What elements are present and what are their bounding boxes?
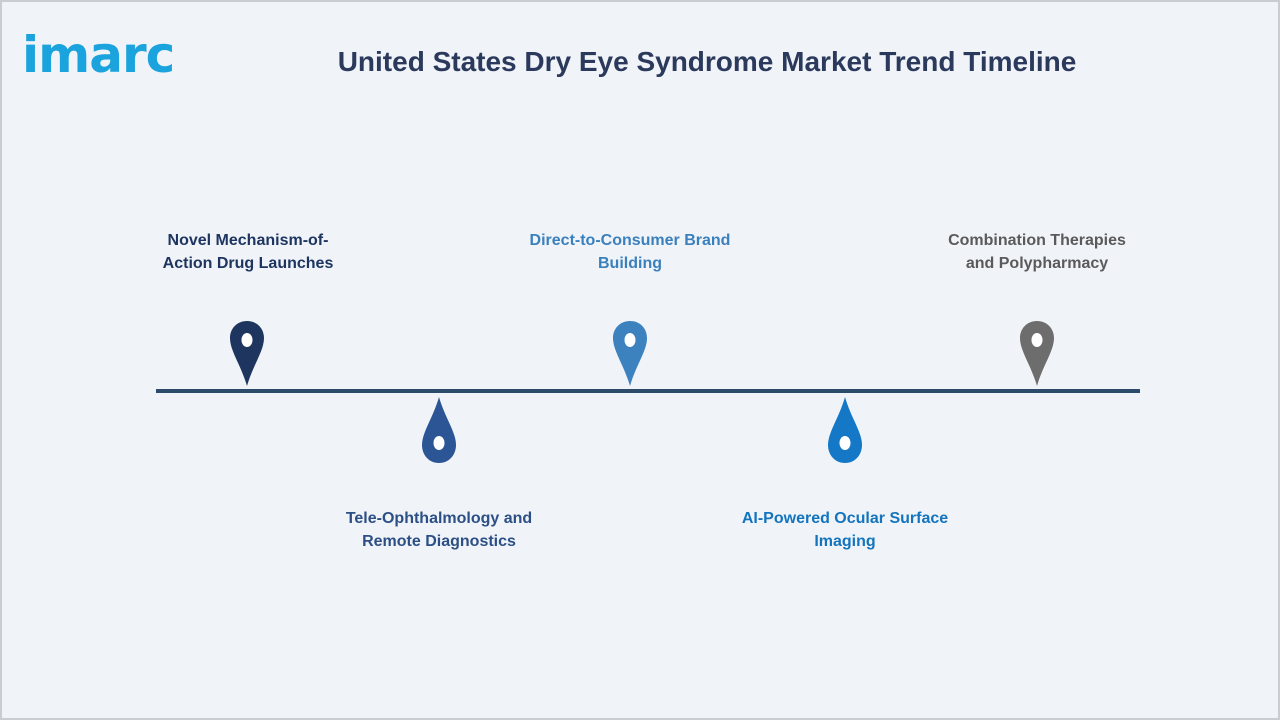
event-1-line-2: Action Drug Launches <box>162 255 334 272</box>
event-3-line-2: Building <box>598 255 662 272</box>
timeline-marker-5 <box>1019 320 1055 388</box>
event-1-line-1: Novel Mechanism-of- <box>167 232 329 249</box>
timeline-event-label-2: Tele-Ophthalmology and Remote Diagnostic… <box>324 507 554 553</box>
timeline-event-label-1: Novel Mechanism-of- Action Drug Launches <box>133 229 363 275</box>
event-2-line-2: Remote Diagnostics <box>362 533 516 550</box>
timeline-event-label-3: Direct-to-Consumer Brand Building <box>515 229 745 275</box>
timeline-marker-2 <box>421 396 457 464</box>
droplet-icon <box>828 397 862 463</box>
event-5-line-2: and Polypharmacy <box>965 255 1109 272</box>
timeline-marker-1 <box>229 320 265 388</box>
timeline-event-label-4: AI-Powered Ocular Surface Imaging <box>730 507 960 553</box>
timeline-event-label-5: Combination Therapies and Polypharmacy <box>922 229 1152 275</box>
event-3-line-1: Direct-to-Consumer Brand <box>529 232 731 249</box>
timeline-marker-3 <box>612 320 648 388</box>
event-4-line-1: AI-Powered Ocular Surface <box>741 510 949 527</box>
map-pin-icon <box>613 321 647 386</box>
imarc-logo: imarc <box>22 26 175 80</box>
timeline-line <box>156 389 1140 393</box>
event-5-line-1: Combination Therapies <box>948 232 1126 249</box>
map-pin-icon <box>1020 321 1054 386</box>
page-title: United States Dry Eye Syndrome Market Tr… <box>337 46 1077 77</box>
logo-text: imarc <box>22 26 174 80</box>
event-4-line-2: Imaging <box>814 533 876 550</box>
droplet-icon <box>422 397 456 463</box>
timeline-marker-4 <box>827 396 863 464</box>
map-pin-icon <box>230 321 264 386</box>
event-2-line-1: Tele-Ophthalmology and <box>345 510 533 527</box>
